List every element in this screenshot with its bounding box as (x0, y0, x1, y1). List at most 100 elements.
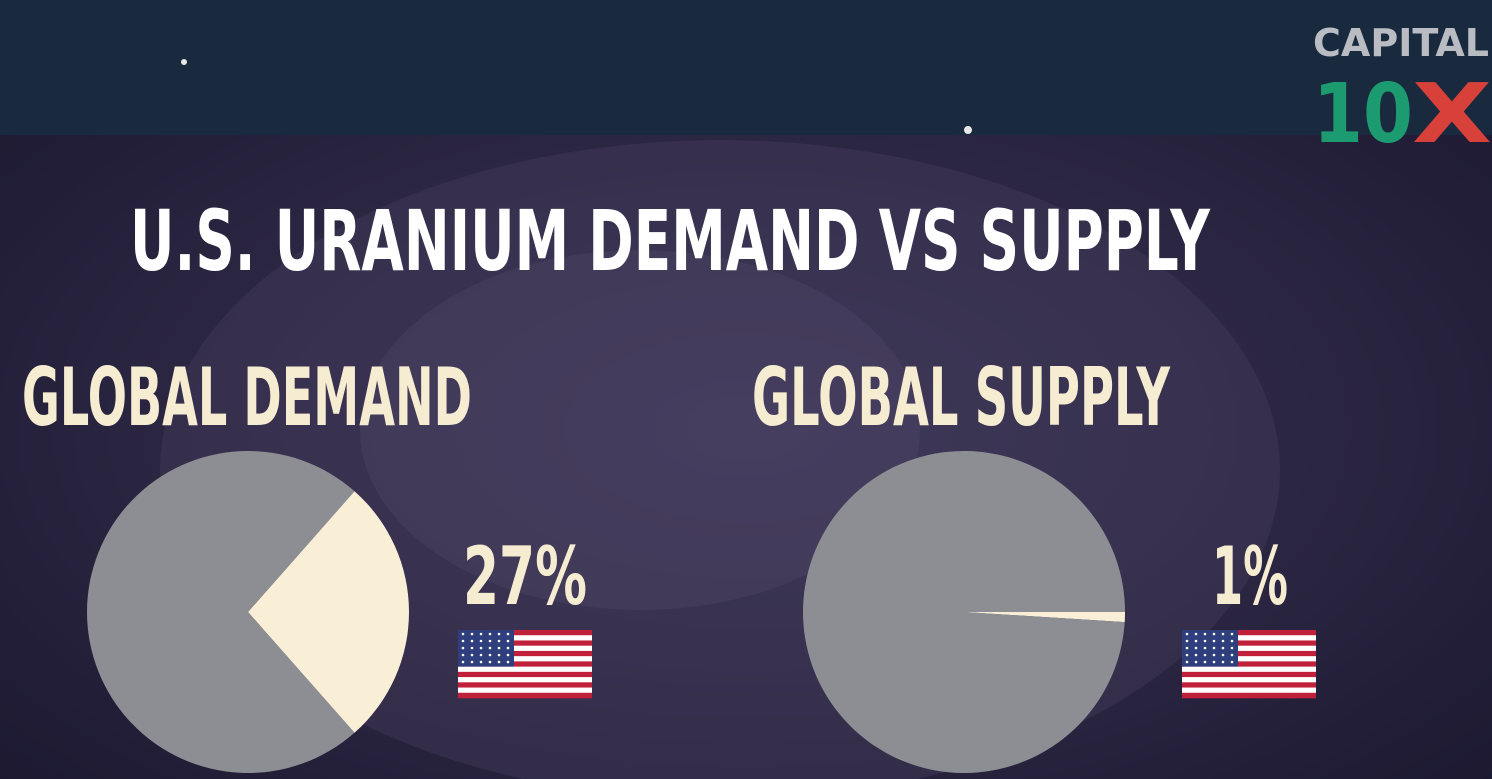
flag-star (1221, 660, 1225, 664)
speck (964, 126, 972, 134)
flag-star (1221, 646, 1225, 650)
flag-star (479, 632, 483, 636)
flag-star (1203, 653, 1207, 657)
pie-slice (803, 450, 1125, 773)
flag-star (461, 639, 465, 643)
flag-star (506, 646, 510, 650)
flag-star (1185, 653, 1189, 657)
flag-stripe (458, 640, 592, 646)
flag-star (479, 660, 483, 664)
slide-title: U.S. URANIUM DEMAND VS SUPPLY (130, 192, 1211, 290)
flag-star (488, 639, 492, 643)
flag-stripe (458, 666, 592, 673)
flag-stripe (1182, 630, 1316, 636)
flag-star (506, 632, 510, 636)
flag-star (497, 646, 501, 650)
flag-star (1194, 653, 1198, 657)
flag-stripe (1182, 692, 1316, 699)
flag-stripe (458, 630, 592, 636)
flag-star (470, 653, 474, 657)
flag-star (1212, 660, 1216, 664)
flag-star (461, 660, 465, 664)
pie-slice (87, 451, 355, 773)
flag-stripe (458, 656, 592, 662)
flag-stripe (1182, 650, 1316, 657)
flag-star (1221, 653, 1225, 657)
flag-stripe (1182, 645, 1316, 652)
flag-star (1221, 632, 1225, 636)
flag-star (497, 639, 501, 643)
flag-canton (1182, 630, 1238, 667)
flag-star (1230, 660, 1234, 664)
flag-stripe (1182, 666, 1316, 673)
flag-stripe (458, 687, 592, 694)
flag-star (1185, 632, 1189, 636)
flag-star (488, 660, 492, 664)
chart-title: GLOBAL DEMAND (22, 351, 472, 444)
flag-stripe (1182, 661, 1316, 667)
flag-star (488, 632, 492, 636)
flag-stripe (458, 682, 592, 688)
flag-star (470, 632, 474, 636)
us-flag (1182, 630, 1316, 699)
flag-stripe (1182, 682, 1316, 688)
logo-top: CAPITAL (1313, 21, 1489, 65)
flag-star (497, 632, 501, 636)
value-label: 1% (1212, 530, 1288, 623)
flag-star (1194, 660, 1198, 664)
flag-star (1212, 653, 1216, 657)
flag-star (470, 639, 474, 643)
flag-stripe (458, 692, 592, 699)
flag-stripe (1182, 656, 1316, 662)
top-band (0, 0, 1492, 135)
speck (181, 59, 187, 65)
flag-star (1194, 632, 1198, 636)
flag-star (1212, 646, 1216, 650)
us-flag (458, 630, 592, 699)
flag-star (479, 639, 483, 643)
flag-stripe (1182, 687, 1316, 694)
flag-star (1230, 646, 1234, 650)
flag-stripe (458, 677, 592, 683)
flag-star (479, 653, 483, 657)
flag-star (461, 632, 465, 636)
flag-star (461, 646, 465, 650)
flag-star (1203, 646, 1207, 650)
flag-star (470, 646, 474, 650)
flag-star (1221, 639, 1225, 643)
flag-stripe (458, 650, 592, 657)
value-label: 27% (463, 530, 587, 623)
flag-star (1230, 653, 1234, 657)
flag-stripe (1182, 635, 1316, 641)
flag-star (1194, 639, 1198, 643)
flag-star (506, 653, 510, 657)
flag-star (479, 646, 483, 650)
flag-star (1185, 646, 1189, 650)
flag-star (497, 660, 501, 664)
flag-star (1185, 660, 1189, 664)
chart-title: GLOBAL SUPPLY (752, 351, 1171, 444)
flag-canton (458, 630, 514, 667)
flag-stripe (458, 645, 592, 652)
flag-star (470, 660, 474, 664)
flag-star (1194, 646, 1198, 650)
flag-stripe (458, 661, 592, 667)
flag-star (461, 653, 465, 657)
flag-star (488, 646, 492, 650)
flag-star (1203, 639, 1207, 643)
pie-slice (964, 612, 1125, 623)
flag-star (1212, 639, 1216, 643)
flag-star (506, 660, 510, 664)
flag-star (1230, 632, 1234, 636)
flag-stripe (1182, 677, 1316, 683)
flag-star (1203, 660, 1207, 664)
flag-star (497, 653, 501, 657)
pie-slice (248, 491, 409, 733)
flag-stripe (458, 671, 592, 678)
flag-star (1230, 639, 1234, 643)
flag-stripe (1182, 671, 1316, 678)
flag-star (1185, 639, 1189, 643)
texture (360, 250, 920, 610)
flag-stripe (1182, 640, 1316, 646)
